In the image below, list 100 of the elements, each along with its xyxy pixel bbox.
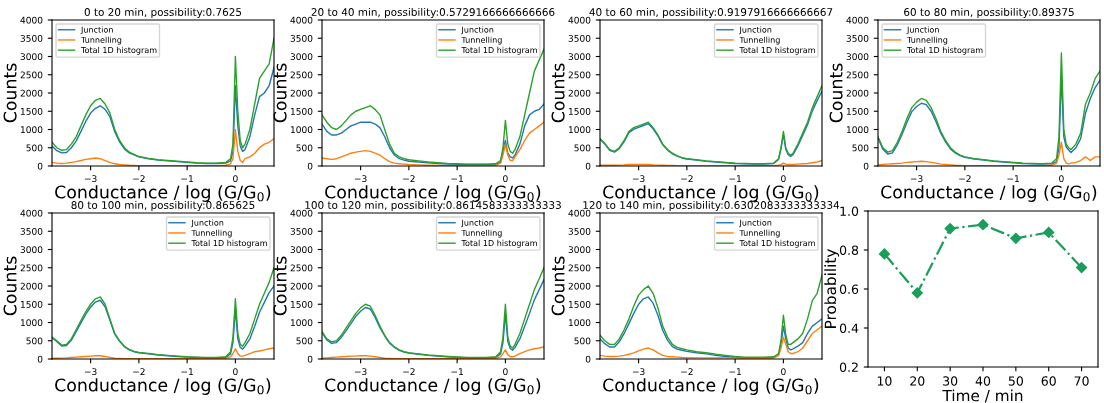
y-tick-label: 3500 bbox=[568, 227, 591, 235]
y-tick-label: 3500 bbox=[290, 34, 313, 42]
y-tick-label: 2500 bbox=[290, 71, 313, 79]
y-tick-label: 3000 bbox=[20, 53, 43, 61]
x-tick-label: 10 bbox=[877, 376, 892, 386]
x-tick-label: −1 bbox=[729, 368, 741, 375]
y-axis-title: Counts bbox=[829, 63, 843, 123]
legend-label: Tunnelling bbox=[191, 229, 232, 238]
y-tick-label: 3000 bbox=[568, 53, 591, 61]
y-tick-label: 2000 bbox=[20, 282, 43, 290]
x-tick-label: 50 bbox=[1008, 376, 1023, 386]
x-tick-label: −3 bbox=[84, 368, 97, 376]
x-tick-label: −2 bbox=[133, 175, 145, 182]
x-tick-label: 0 bbox=[1059, 175, 1064, 183]
y-axis-title: Counts bbox=[273, 256, 287, 316]
y-tick-label: 1000 bbox=[568, 319, 591, 327]
y-tick-label: 2000 bbox=[568, 89, 591, 97]
y-tick-label: 0 bbox=[37, 162, 43, 170]
y-tick-label: 1500 bbox=[846, 107, 869, 115]
x-tick-label: 60 bbox=[1041, 376, 1056, 386]
y-tick-label: 0.4 bbox=[839, 323, 859, 333]
y-tick-label: 500 bbox=[26, 337, 43, 345]
y-tick-label: 2500 bbox=[20, 264, 43, 272]
y-tick-label: 2000 bbox=[568, 282, 591, 290]
y-tick-label: 3500 bbox=[290, 227, 313, 235]
y-tick-label: 2500 bbox=[290, 264, 313, 272]
y-tick-label: 1500 bbox=[568, 300, 591, 308]
y-tick-label: 1500 bbox=[20, 107, 43, 115]
y-tick-label: 4000 bbox=[290, 209, 313, 217]
x-tick-label: −3 bbox=[84, 175, 97, 183]
x-tick-label: 0 bbox=[233, 175, 238, 183]
legend-label: Total 1D histogram bbox=[191, 239, 267, 248]
y-tick-label: 0.6 bbox=[839, 284, 859, 294]
x-axis-title: Conductance / log (G/G$_{0}$) bbox=[55, 378, 271, 395]
y-tick-label: 0 bbox=[37, 355, 43, 363]
y-tick-label: 0 bbox=[863, 162, 869, 170]
x-tick-label: −3 bbox=[354, 368, 367, 376]
legend-label: Junction bbox=[461, 219, 494, 228]
y-tick-label: 1000 bbox=[568, 126, 591, 134]
y-tick-label: 1000 bbox=[20, 126, 43, 134]
x-tick-label: 0 bbox=[233, 368, 238, 376]
y-tick-label: 0 bbox=[585, 355, 591, 363]
y-tick-label: 3000 bbox=[290, 53, 313, 61]
y-tick-label: 500 bbox=[296, 144, 313, 152]
point bbox=[878, 248, 891, 260]
y-tick-label: 2500 bbox=[20, 71, 43, 79]
x-tick-label: 0 bbox=[503, 368, 508, 376]
y-tick-label: 500 bbox=[574, 337, 591, 345]
y-tick-label: 1000 bbox=[846, 126, 869, 134]
x-tick-label: −1 bbox=[181, 175, 193, 182]
y-tick-label: 0 bbox=[585, 162, 591, 170]
legend-label: Junction bbox=[80, 26, 113, 35]
x-tick-label: −2 bbox=[681, 175, 693, 182]
x-tick-label: 30 bbox=[943, 376, 958, 386]
y-tick-label: 500 bbox=[852, 144, 869, 152]
x-tick-label: 20 bbox=[910, 376, 925, 386]
y-tick-label: 3000 bbox=[568, 246, 591, 254]
x-tick-label: −2 bbox=[403, 175, 415, 182]
legend-label: Tunnelling bbox=[906, 36, 948, 45]
y-tick-label: 0.2 bbox=[839, 362, 858, 372]
x-axis-title: Time / min bbox=[942, 389, 1023, 403]
chart-title: 0 to 20 min, possibility:0.7625 bbox=[84, 7, 242, 18]
y-tick-label: 500 bbox=[26, 144, 43, 152]
y-tick-label: 1000 bbox=[290, 319, 313, 327]
x-tick-label: −1 bbox=[1007, 175, 1019, 182]
legend-label: Tunnelling bbox=[461, 36, 502, 45]
x-tick-label: −1 bbox=[729, 175, 741, 182]
point bbox=[1043, 226, 1055, 239]
y-tick-label: 3500 bbox=[846, 34, 869, 42]
chart-title: 40 to 60 min, possibility:0.9197916666666667 bbox=[589, 7, 833, 18]
point bbox=[911, 287, 923, 299]
x-tick-label: 0 bbox=[781, 175, 786, 183]
legend-label: Junction bbox=[739, 219, 772, 228]
point bbox=[1010, 232, 1022, 244]
chart-title: 60 to 80 min, possibility:0.89375 bbox=[904, 7, 1074, 18]
y-axis-title: Counts bbox=[3, 63, 17, 123]
legend-label: Junction bbox=[906, 26, 939, 35]
y-tick-label: 0 bbox=[307, 162, 313, 170]
y-tick-label: 1000 bbox=[290, 126, 313, 134]
x-tick-label: −1 bbox=[451, 175, 463, 182]
x-tick-label: −1 bbox=[451, 368, 463, 375]
y-tick-label: 2500 bbox=[846, 71, 869, 79]
y-tick-label: 2000 bbox=[20, 89, 43, 97]
chart-title: 100 to 120 min, possibility:0.8614583333333333 bbox=[305, 200, 561, 211]
y-tick-label: 2000 bbox=[290, 89, 313, 97]
y-axis-title: Counts bbox=[551, 256, 565, 316]
y-tick-label: 4000 bbox=[290, 16, 313, 24]
point bbox=[1075, 261, 1088, 274]
legend-label: Junction bbox=[739, 26, 772, 35]
y-tick-label: 2000 bbox=[846, 89, 869, 97]
y-axis-title: Probability bbox=[824, 249, 840, 328]
y-tick-label: 1.0 bbox=[840, 206, 859, 216]
y-tick-label: 2500 bbox=[568, 264, 591, 272]
y-tick-label: 4000 bbox=[20, 209, 43, 217]
y-axis-title: Counts bbox=[551, 63, 565, 123]
legend-label: Total 1D histogram bbox=[739, 239, 815, 248]
y-tick-label: 1000 bbox=[20, 319, 43, 327]
chart-title: 120 to 140 min, possibility:0.6302083333333334 bbox=[583, 200, 840, 211]
y-tick-label: 4000 bbox=[20, 16, 43, 24]
y-axis-title: Counts bbox=[273, 63, 287, 123]
